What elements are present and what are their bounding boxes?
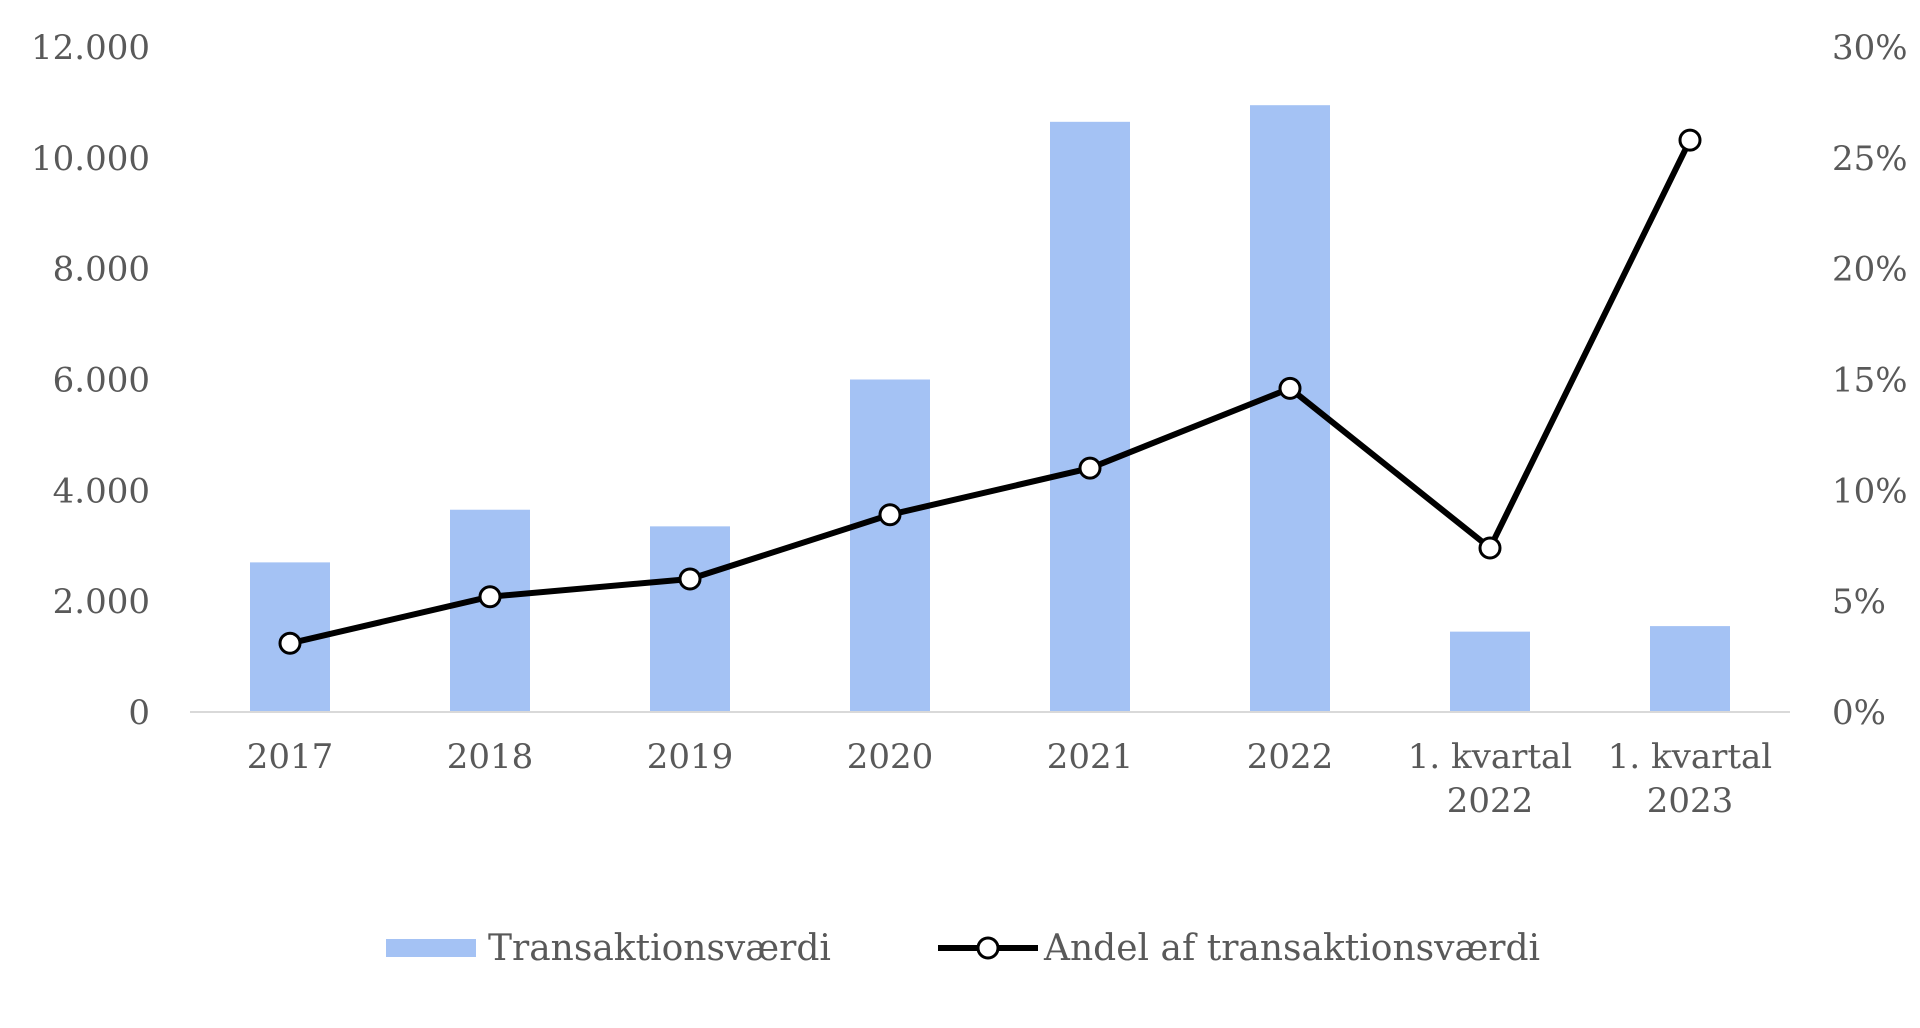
- right-axis-ticks: 0% 5% 10% 15% 20% 25% 30%: [1832, 28, 1908, 733]
- right-tick-label: 10%: [1832, 471, 1908, 511]
- left-tick-label: 10.000: [31, 139, 150, 179]
- left-tick-label: 2.000: [53, 582, 150, 622]
- x-tick-label-line: 2023: [1647, 781, 1734, 821]
- legend-bar-swatch: [386, 939, 476, 957]
- left-tick-label: 0: [128, 693, 150, 733]
- x-tick-label-line: 2020: [847, 737, 934, 777]
- bar-4: [850, 379, 930, 712]
- bar-series: [250, 105, 1730, 712]
- line-point-6: [1278, 376, 1302, 400]
- legend-line-marker: [976, 936, 1000, 960]
- line-series: [278, 128, 1702, 655]
- bar-7: [1450, 631, 1530, 712]
- line-point-2: [478, 585, 502, 609]
- x-axis-ticks: 2017 2018 2019 2020 2021 2022 1. kvartal 20221.…: [247, 737, 1772, 821]
- bar-3: [650, 526, 730, 712]
- x-tick-label-line: 2017: [247, 737, 334, 777]
- legend-bar-label: Transaktionsværdi: [488, 928, 831, 969]
- right-tick-label: 20%: [1832, 250, 1908, 290]
- bar-5: [1050, 121, 1130, 712]
- x-tick-label: 1. kvartal 2022: [1408, 737, 1572, 821]
- right-tick-label: 0%: [1832, 693, 1886, 733]
- left-tick-label: 12.000: [31, 28, 150, 68]
- bar-2: [450, 509, 530, 712]
- line-point-8: [1678, 128, 1702, 152]
- bar-8: [1650, 626, 1730, 712]
- x-tick-label-line: 2018: [447, 737, 534, 777]
- x-tick-label-line: 2021: [1047, 737, 1134, 777]
- x-tick-label-line: 2019: [647, 737, 734, 777]
- line-point-5: [1078, 456, 1102, 480]
- right-tick-label: 25%: [1832, 139, 1908, 179]
- x-tick-label: 2019: [647, 737, 734, 777]
- x-tick-label-line: 2022: [1447, 781, 1534, 821]
- right-tick-label: 5%: [1832, 582, 1886, 622]
- x-tick-label-line: 1. kvartal: [1608, 737, 1772, 777]
- x-tick-label: 1. kvartal 2023: [1608, 737, 1772, 821]
- left-axis-ticks: 0 2.000 4.000 6.000 8.000 10.000 12.000: [31, 28, 150, 733]
- x-tick-label-line: 1. kvartal: [1408, 737, 1572, 777]
- left-tick-label: 4.000: [53, 471, 150, 511]
- line-path: [289, 138, 1693, 647]
- x-tick-label: 2018: [447, 737, 534, 777]
- line-point-3: [678, 567, 702, 591]
- left-tick-label: 6.000: [53, 361, 150, 401]
- right-tick-label: 30%: [1832, 28, 1908, 68]
- right-tick-label: 15%: [1832, 361, 1908, 401]
- left-tick-label: 8.000: [53, 250, 150, 290]
- line-point-4: [878, 503, 902, 527]
- legend: Transaktionsværdi Andel af transaktionsv…: [386, 928, 1540, 969]
- line-point-1: [278, 631, 302, 655]
- x-tick-label-line: 2022: [1247, 737, 1334, 777]
- line-point-7: [1478, 536, 1502, 560]
- legend-line-label: Andel af transaktionsværdi: [1043, 928, 1540, 969]
- x-tick-label: 2021: [1047, 737, 1134, 777]
- x-tick-label: 2022: [1247, 737, 1334, 777]
- x-tick-label: 2020: [847, 737, 934, 777]
- x-tick-label: 2017: [247, 737, 334, 777]
